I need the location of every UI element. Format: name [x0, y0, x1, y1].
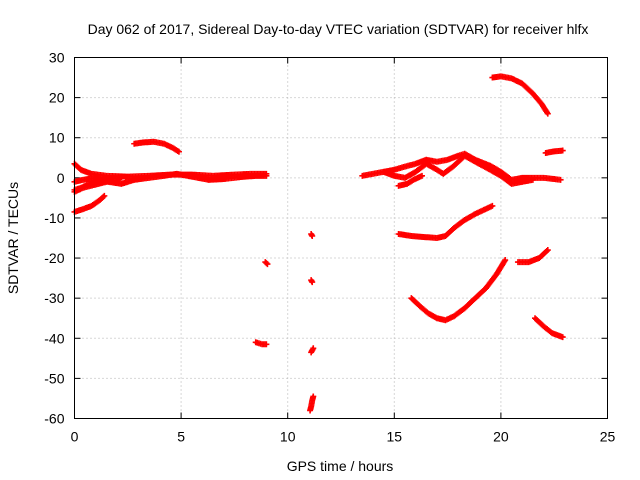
y-tick-label: 10 — [49, 130, 65, 146]
data-point — [100, 193, 107, 200]
y-axis-label: SDTVAR / TECUs — [5, 182, 21, 294]
series-f — [131, 138, 182, 155]
x-tick-label: 0 — [71, 429, 79, 445]
series-d — [71, 174, 116, 193]
data-point — [502, 257, 509, 264]
x-axis-label: GPS time / hours — [287, 458, 394, 474]
series-e — [71, 192, 108, 215]
data-point — [489, 202, 496, 209]
data-point — [544, 247, 551, 254]
series-k — [308, 345, 317, 356]
data-point — [309, 232, 316, 239]
y-tick-label: 30 — [49, 50, 65, 66]
series-s — [542, 147, 566, 156]
series-t — [514, 247, 551, 266]
data-point — [264, 261, 271, 268]
data-point — [543, 248, 550, 255]
x-tick-label: 20 — [493, 429, 509, 445]
y-tick-label: -10 — [44, 210, 64, 226]
y-tick-label: -20 — [44, 250, 64, 266]
series-g — [252, 339, 270, 348]
y-tick-label: -40 — [44, 330, 64, 346]
series-o — [395, 172, 426, 189]
y-tick-label: 0 — [57, 170, 65, 186]
series-l — [307, 393, 317, 414]
series-p — [395, 202, 496, 241]
plot-frame — [74, 57, 608, 419]
data-point — [559, 334, 566, 341]
data-point — [109, 174, 116, 181]
data-point — [101, 192, 108, 199]
series-r — [489, 73, 551, 117]
y-tick-label: -30 — [44, 290, 64, 306]
data-point — [116, 176, 123, 183]
data-point — [309, 279, 316, 286]
data-point — [310, 393, 317, 400]
data-point — [419, 172, 426, 179]
series-h — [262, 259, 271, 268]
data-point — [263, 341, 270, 348]
y-tick-label: -60 — [44, 411, 64, 427]
grid-lines — [74, 57, 608, 419]
data-point — [263, 172, 270, 179]
x-tick-label: 5 — [177, 429, 185, 445]
data-markers — [71, 73, 566, 414]
data-point — [263, 260, 270, 267]
data-point — [529, 176, 536, 183]
data-point — [557, 176, 564, 183]
chart-title: Day 062 of 2017, Sidereal Day-to-day VTE… — [88, 21, 589, 37]
axis-ticks: 0 5 10 15 20 25 -60 -50 -40 -30 -20 -10 0 10 20 30 — [44, 50, 615, 445]
series-q — [408, 257, 509, 324]
y-tick-label: -50 — [44, 370, 64, 386]
series-j — [308, 277, 316, 286]
series-u — [532, 315, 566, 341]
data-point — [175, 148, 182, 155]
x-tick-label: 15 — [387, 429, 403, 445]
y-tick-label: 20 — [49, 90, 65, 106]
data-point — [559, 147, 566, 154]
series-i — [308, 230, 316, 239]
x-tick-label: 25 — [600, 429, 616, 445]
series-n — [380, 152, 536, 187]
data-point — [544, 110, 551, 117]
data-point — [310, 345, 317, 352]
x-tick-label: 10 — [280, 429, 296, 445]
